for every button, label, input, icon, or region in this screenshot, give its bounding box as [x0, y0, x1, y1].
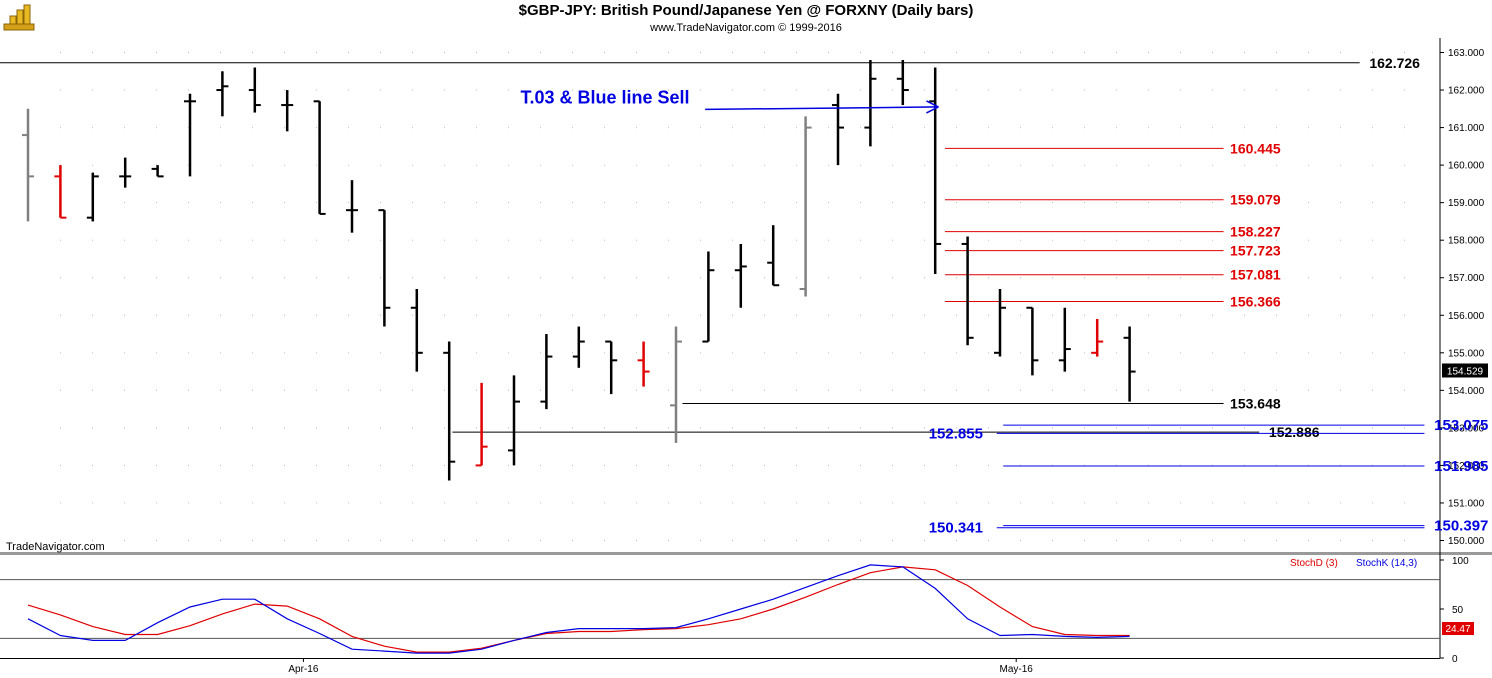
stoch-y-tick-label: 100	[1452, 556, 1469, 567]
stoch-series-line	[27, 564, 1130, 654]
legend-stoch-d: StochD (3)	[1290, 558, 1338, 569]
y-tick-label: 162.000	[1448, 86, 1485, 97]
price-panel	[0, 38, 1440, 552]
x-tick-label: May-16	[1000, 664, 1034, 675]
y-tick-label: 161.000	[1448, 123, 1485, 134]
y-tick-label: 163.000	[1448, 48, 1485, 59]
y-tick-label: 150.000	[1448, 536, 1485, 547]
watermark: TradeNavigator.com	[6, 541, 105, 553]
y-tick-label: 153.000	[1448, 423, 1485, 434]
y-tick-label: 152.000	[1448, 461, 1485, 472]
level-label: 160.445	[1230, 140, 1281, 156]
annotation-text: T.03 & Blue line Sell	[520, 87, 689, 107]
y-tick-label: 159.000	[1448, 198, 1485, 209]
stoch-y-tick-label: 0	[1452, 654, 1458, 665]
level-label: 162.726	[1369, 55, 1420, 71]
annotation-arrow	[705, 106, 939, 111]
stoch-last-label: 24.47	[1445, 624, 1470, 635]
y-tick-label: 155.000	[1448, 348, 1485, 359]
x-tick-label: Apr-16	[288, 664, 318, 675]
stoch-last-tag	[1442, 622, 1474, 636]
y-tick-label: 160.000	[1448, 161, 1485, 172]
y-tick-label: 156.000	[1448, 311, 1485, 322]
level-label: 159.079	[1230, 192, 1281, 208]
level-label: 150.341	[929, 520, 983, 537]
level-label: 157.081	[1230, 267, 1281, 283]
y-tick-label: 158.000	[1448, 236, 1485, 247]
last-price-tag	[1442, 363, 1488, 378]
y-tick-label: 151.000	[1448, 498, 1485, 509]
level-label: 156.366	[1230, 294, 1281, 310]
level-label: 151.985	[1434, 458, 1488, 475]
last-price-label: 154.529	[1447, 366, 1484, 377]
y-tick-label: 154.000	[1448, 386, 1485, 397]
level-label: 158.227	[1230, 224, 1281, 240]
stoch-y-tick-label: 50	[1452, 605, 1464, 616]
level-label: 152.886	[1269, 424, 1320, 440]
legend-stoch-k: StochK (14,3)	[1356, 558, 1417, 569]
level-label: 152.855	[929, 425, 983, 442]
annotation-arrowhead	[926, 100, 939, 114]
stoch-series-line	[27, 566, 1130, 653]
level-label: 153.648	[1230, 396, 1281, 412]
stoch-panel	[0, 556, 1440, 658]
chart-subtitle: www.TradeNavigator.com © 1999-2016	[650, 22, 842, 34]
level-label: 153.075	[1434, 417, 1488, 434]
y-tick-label: 157.000	[1448, 273, 1485, 284]
level-label: 157.723	[1230, 243, 1281, 259]
chart-title: $GBP-JPY: British Pound/Japanese Yen @ F…	[518, 2, 974, 19]
trade-navigator-logo	[2, 2, 36, 32]
level-label: 150.397	[1434, 518, 1488, 535]
